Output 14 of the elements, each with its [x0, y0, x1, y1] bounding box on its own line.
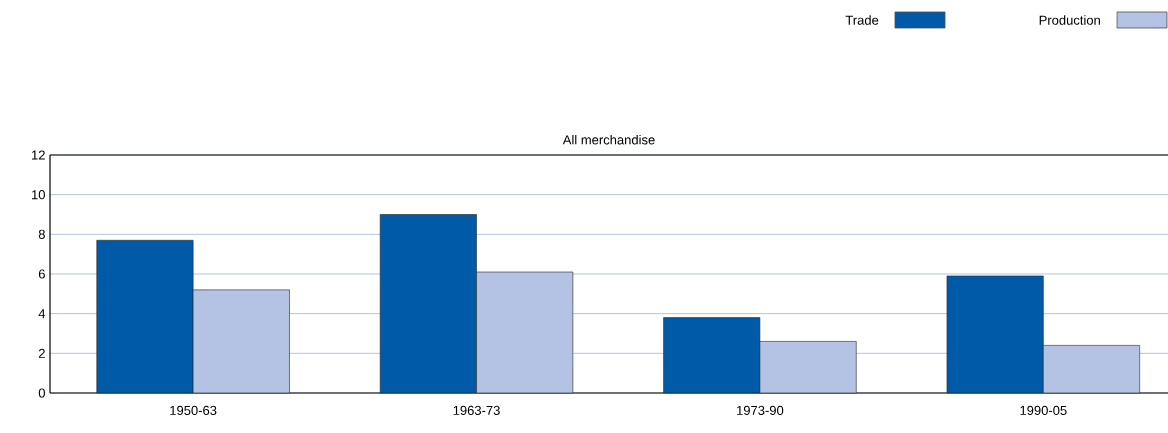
y-tick-label: 0 — [38, 388, 45, 398]
legend-label: Trade — [845, 15, 879, 25]
y-tick-label: 2 — [38, 348, 45, 358]
y-tick-label: 4 — [38, 309, 46, 319]
x-tick-label: 1963-73 — [453, 405, 500, 415]
y-tick-label: 10 — [32, 190, 45, 200]
y-tick-label: 8 — [38, 229, 45, 239]
legend-label: Production — [1039, 15, 1100, 25]
chart-title: All merchandise — [562, 134, 655, 145]
x-tick-label: 1950-63 — [170, 405, 217, 415]
y-tick-label: 6 — [38, 269, 45, 279]
x-tick-label: 1990-05 — [1020, 405, 1067, 415]
x-tick-label: 1973-90 — [737, 405, 784, 415]
y-tick-label: 12 — [32, 150, 45, 160]
